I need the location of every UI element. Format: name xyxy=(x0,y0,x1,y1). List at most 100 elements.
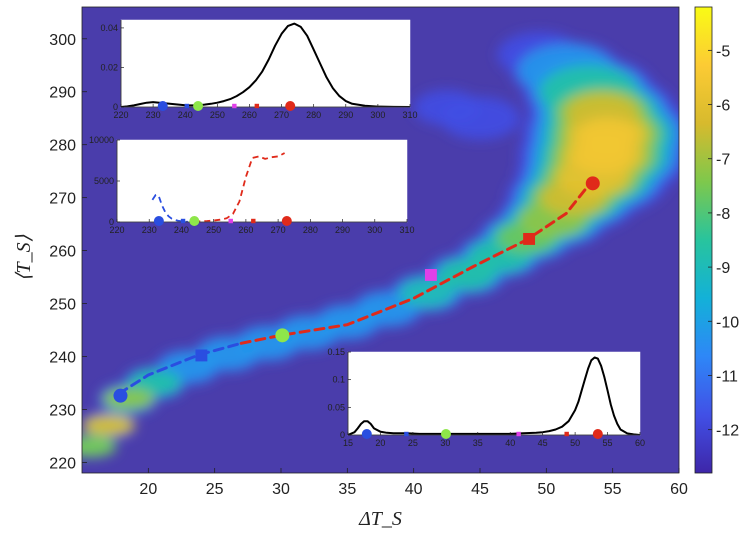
inset-x-tick-label: 310 xyxy=(402,110,417,120)
inset-x-tick-label: 250 xyxy=(206,225,221,235)
inset-lines xyxy=(151,152,286,222)
inset-marker xyxy=(404,431,409,437)
x-tick-label: 20 xyxy=(139,481,157,498)
y-tick-label: 300 xyxy=(49,32,76,49)
density-cell xyxy=(413,89,481,126)
inset-background xyxy=(348,352,640,435)
colorbar-tick-label: -9 xyxy=(716,260,730,277)
y-tick-label: 230 xyxy=(49,402,76,419)
inset-y-tick-label: 10000 xyxy=(89,135,114,145)
inset-marker xyxy=(184,103,190,109)
x-tick-label: 45 xyxy=(471,481,489,498)
inset-marker xyxy=(228,218,233,224)
inset-y-tick-label: 0 xyxy=(109,217,114,227)
inset-marker xyxy=(516,431,521,437)
inset-y-tick-label: 0.04 xyxy=(100,23,118,33)
inset-y-tick-label: 0 xyxy=(340,430,345,440)
inset-x-tick-label: 280 xyxy=(303,225,318,235)
inset-x-tick-label: 30 xyxy=(440,438,450,448)
mean-curve-red xyxy=(239,181,592,345)
inset-x-tick-label: 60 xyxy=(635,438,645,448)
density-cell xyxy=(101,388,155,410)
colorbar-tick-label: -5 xyxy=(716,43,730,60)
inset-marker xyxy=(281,216,292,226)
inset-x-tick-label: 250 xyxy=(210,110,225,120)
y-tick-label: 280 xyxy=(49,138,76,155)
main-heatmap: 20 25 30 35 40 45 50 55 602202302402502602702802… xyxy=(13,6,688,530)
main-axes-frame xyxy=(81,6,680,474)
heatmap-density-blur xyxy=(82,31,679,458)
inset-y-tick-label: 0.02 xyxy=(100,62,118,72)
inset-marker xyxy=(157,101,168,111)
x-tick-label: 60 xyxy=(670,481,688,498)
inset-x-tick-label: 220 xyxy=(113,110,128,120)
y-tick-label: 250 xyxy=(49,297,76,314)
colorbar-gradient xyxy=(694,6,713,474)
density-cell xyxy=(128,370,182,396)
inset-background xyxy=(117,140,407,222)
density-cell xyxy=(82,435,117,458)
inset-x-tick-label: 300 xyxy=(370,110,385,120)
inset-x-tick-label: 270 xyxy=(274,110,289,120)
heatmap-density xyxy=(82,31,679,458)
inset-x-tick-label: 55 xyxy=(603,438,613,448)
inset-x-tick-label: 35 xyxy=(473,438,483,448)
inset-marker xyxy=(232,103,237,109)
inset-y-tick-label: 0 xyxy=(113,102,118,112)
inset-x-tick-label: 260 xyxy=(242,110,257,120)
colorbar-tick-label: -10 xyxy=(716,314,739,331)
inset-x-tick-label: 310 xyxy=(399,225,414,235)
inset-x-tick-label: 280 xyxy=(306,110,321,120)
inset-marker xyxy=(189,216,200,226)
colorbar-tick-label: -8 xyxy=(716,206,730,223)
inset-x-tick-label: 240 xyxy=(178,110,193,120)
inset-x-tick-label: 290 xyxy=(335,225,350,235)
inset-marker xyxy=(153,216,164,226)
inset-x-tick-label: 230 xyxy=(146,110,161,120)
inset-marker xyxy=(251,218,256,224)
x-axis-label: ΔT_S xyxy=(358,508,402,530)
inset-top-density: 220 230 240 250 260 270 280 290 300 310 0 0.02 0.04 xyxy=(100,19,418,120)
mean-curve-blue xyxy=(117,341,243,396)
inset-y-tick-label: 0.1 xyxy=(332,375,345,385)
x-tick-label: 55 xyxy=(604,481,622,498)
inset-x-tick-label: 270 xyxy=(271,225,286,235)
y-axis-label: ⟨T_S⟩ xyxy=(13,234,35,281)
inset-y-tick-label: 5000 xyxy=(94,176,114,186)
colorbar-tick-label: -12 xyxy=(716,423,739,440)
x-tick-label: 25 xyxy=(206,481,224,498)
marker-blue-square xyxy=(195,349,208,362)
inset-marker xyxy=(564,431,569,437)
x-tick-label: 40 xyxy=(405,481,423,498)
inset-x-tick-label: 50 xyxy=(570,438,580,448)
inset-x-tick-label: 40 xyxy=(505,438,515,448)
x-tick-label: 50 xyxy=(537,481,555,498)
inset-x-tick-label: 300 xyxy=(367,225,382,235)
inset-x-tick-label: 240 xyxy=(174,225,189,235)
inset-x-tick-label: 15 xyxy=(343,438,353,448)
inset-x-tick-label: 220 xyxy=(109,225,124,235)
colorbar-tick-label: -6 xyxy=(716,98,730,115)
inset-x-tick-label: 25 xyxy=(408,438,418,448)
inset-marker xyxy=(592,429,603,439)
y-tick-label: 290 xyxy=(49,85,76,102)
inset-marker xyxy=(254,103,260,109)
inset-y-tick-label: 0.05 xyxy=(327,402,345,412)
inset-x-tick-label: 260 xyxy=(238,225,253,235)
colorbar: -5 -6 -7 -8 -9 -10 -11 -12 xyxy=(694,6,739,474)
inset-marker xyxy=(285,101,296,111)
y-tick-label: 220 xyxy=(49,455,76,472)
inset-bottom-density: 15 20 25 30 35 40 45 50 55 60 0 0.05 0.1 0.15 xyxy=(327,347,645,448)
inset-x-tick-label: 290 xyxy=(338,110,353,120)
inset-marker xyxy=(440,429,451,439)
marker-green-circle xyxy=(275,328,290,343)
marker-magenta-square xyxy=(424,269,437,281)
inset-marker xyxy=(193,101,204,111)
inset-series-line xyxy=(194,152,286,222)
inset-marker xyxy=(180,218,186,224)
density-cell xyxy=(399,278,455,308)
y-tick-label: 240 xyxy=(49,350,76,367)
y-tick-label: 270 xyxy=(49,191,76,208)
